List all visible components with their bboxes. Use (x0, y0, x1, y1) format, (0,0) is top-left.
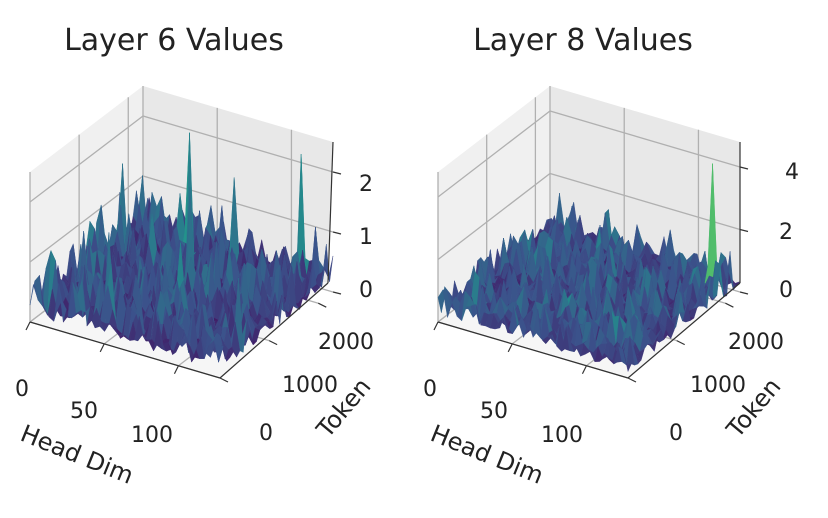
y-tick-mark (268, 340, 278, 346)
y-tick-label: 2000 (318, 330, 374, 355)
x-axis-label-layer6: Head Dim (17, 419, 138, 490)
axis-lines (25, 141, 342, 383)
axis-lines (433, 142, 749, 383)
chart-title-layer6: Layer 6 Values (64, 23, 284, 58)
z-tick-label: 2 (779, 220, 793, 245)
x-tick-mark (173, 365, 179, 375)
z-axis-line (327, 141, 334, 284)
z-tick-labels-layer6: 0 1 2 (359, 172, 373, 303)
x-tick-label: 0 (423, 377, 437, 402)
z-tick-mark (332, 291, 342, 295)
z-tick-mark (739, 166, 749, 170)
y-tick-mark (725, 302, 734, 308)
x-axis-label-layer8: Head Dim (427, 419, 548, 490)
z-tick-label: 4 (785, 160, 799, 185)
z-tick-label: 0 (779, 278, 793, 303)
axes-layer8 (433, 86, 749, 383)
x-tick-mark (99, 343, 105, 353)
y-tick-label: 1000 (690, 373, 746, 398)
surface (29, 132, 334, 363)
surface (437, 163, 741, 373)
x-tick-label: 50 (70, 399, 98, 424)
x-axis-line (437, 321, 629, 379)
left-pane (30, 86, 143, 322)
y-tick-label: 1000 (282, 373, 338, 398)
x-tick-mark (581, 365, 587, 375)
y-tick-mark (219, 377, 229, 383)
y-tick-labels-layer6: 0 1000 2000 (259, 330, 374, 446)
z-tick-mark (332, 171, 342, 175)
z-tick-mark (739, 228, 749, 233)
x-tick-labels-layer8: 0 50 100 (423, 377, 583, 448)
x-tick-mark (507, 343, 513, 353)
x-tick-label: 100 (131, 423, 173, 448)
x-axis-line (29, 321, 221, 379)
x-tick-label: 100 (541, 423, 583, 448)
z-tick-label: 0 (359, 278, 373, 303)
x-tick-labels-layer6: 0 50 100 (15, 377, 173, 448)
z-tick-label: 2 (359, 172, 373, 197)
y-axis-line (219, 282, 329, 379)
y-tick-label: 0 (259, 421, 273, 446)
y-tick-mark (676, 340, 685, 346)
y-tick-mark (627, 377, 637, 383)
surface-patch (623, 349, 632, 373)
y-tick-label: 0 (669, 421, 683, 446)
z-tick-label: 1 (359, 225, 373, 250)
y-axis-line (627, 282, 741, 379)
surface-patch (214, 343, 224, 363)
x-tick-label: 50 (480, 399, 508, 424)
x-tick-mark (25, 321, 31, 331)
left-pane (438, 86, 550, 322)
x-tick-mark (433, 321, 439, 331)
x-tick-label: 0 (15, 377, 29, 402)
chart-title-layer8: Layer 8 Values (473, 23, 693, 58)
z-tick-mark (739, 291, 749, 295)
z-tick-labels-layer8: 0 2 4 (779, 160, 799, 303)
z-tick-mark (332, 231, 342, 235)
axes-layer6 (25, 86, 342, 383)
y-tick-label: 2000 (728, 330, 784, 355)
y-tick-mark (317, 302, 327, 308)
y-tick-labels-layer8: 0 1000 2000 (669, 330, 784, 446)
